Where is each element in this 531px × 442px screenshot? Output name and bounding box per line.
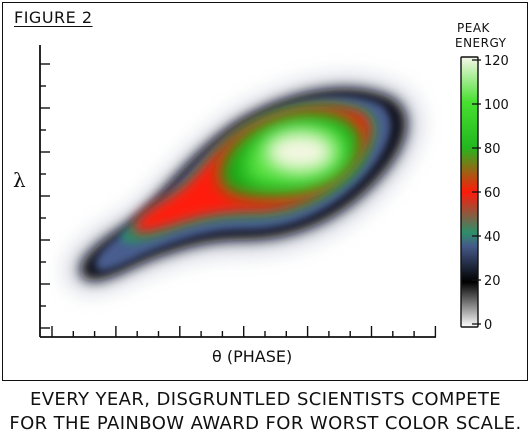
chart: λ θ (PHASE) PEAK ENERGY 0 20 40 60 80 100 120	[13, 21, 509, 366]
x-axis-label: θ (PHASE)	[212, 347, 292, 366]
y-axis-ticks	[40, 63, 50, 329]
caption: EVERY YEAR, DISGRUNTLED SCIENTISTS COMPE…	[0, 388, 531, 436]
colorbar-tick-label: 80	[484, 142, 501, 157]
y-axis-label: λ	[13, 168, 26, 192]
heatmap-field	[68, 79, 418, 290]
colorbar-ticks: 0 20 40 60 80 100 120	[472, 54, 509, 333]
caption-line-1: EVERY YEAR, DISGRUNTLED SCIENTISTS COMPE…	[29, 389, 502, 410]
colorbar-label-line2: ENERGY	[455, 36, 507, 50]
caption-line-2: FOR THE PAINBOW AWARD FOR WORST COLOR SC…	[9, 413, 522, 434]
colorbar-tick-label: 60	[484, 186, 501, 201]
colorbar-tick-label: 40	[484, 230, 501, 245]
colorbar-tick-label: 20	[484, 274, 501, 289]
y-axis	[39, 45, 50, 337]
colorbar-tick-label: 100	[484, 98, 509, 113]
heatmap-peak	[266, 132, 334, 172]
colorbar-tick-label: 0	[484, 318, 492, 333]
colorbar-tick-label: 120	[484, 54, 509, 69]
colorbar: PEAK ENERGY 0 20 40 60 80 100 120	[455, 21, 509, 333]
colorbar-label-line1: PEAK	[457, 21, 491, 35]
figure-label: FIGURE 2	[14, 8, 93, 27]
x-axis-ticks	[51, 326, 437, 337]
x-axis	[40, 326, 437, 338]
figure-frame	[2, 2, 528, 381]
